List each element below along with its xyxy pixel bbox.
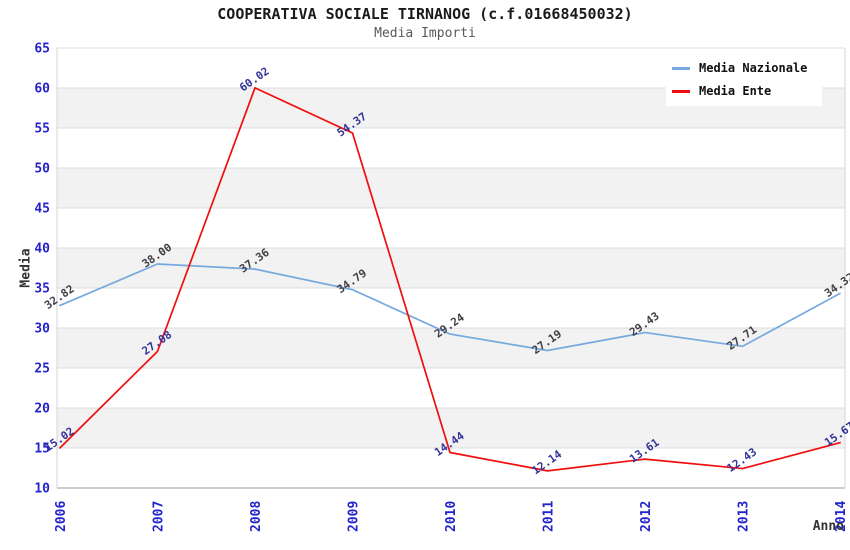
y-tick-label: 15	[34, 442, 50, 457]
chart-subtitle: Media Importi	[374, 26, 476, 41]
legend: Media Nazionale Media Ente	[666, 52, 822, 106]
y-tick-label: 40	[34, 242, 50, 257]
legend-item-media-nazionale: Media Nazionale	[672, 61, 816, 75]
legend-label-media-ente: Media Ente	[699, 84, 772, 98]
legend-label-media-nazionale: Media Nazionale	[699, 61, 808, 75]
plot-band	[57, 168, 845, 208]
x-tick-label: 2012	[639, 501, 654, 532]
chart-title: COOPERATIVA SOCIALE TIRNANOG (c.f.016684…	[217, 5, 633, 23]
y-tick-label: 35	[34, 282, 50, 297]
legend-item-media-ente: Media Ente	[672, 84, 816, 98]
data-label: 12.43	[725, 445, 760, 475]
y-tick-label: 20	[34, 402, 50, 417]
x-tick-label: 2009	[347, 501, 362, 532]
x-tick-label: 2007	[152, 501, 167, 532]
y-tick-label: 55	[34, 122, 50, 137]
y-tick-label: 65	[34, 42, 50, 57]
x-tick-label: 2011	[542, 501, 557, 532]
data-label: 12.14	[530, 447, 565, 477]
x-tick-label: 2010	[444, 501, 459, 532]
y-tick-label: 45	[34, 202, 50, 217]
legend-swatch-media-ente-icon	[672, 89, 690, 93]
x-tick-label: 2013	[737, 501, 752, 532]
plot-band	[57, 248, 845, 288]
x-tick-label: 2014	[834, 501, 849, 532]
legend-swatch-media-nazionale-icon	[672, 66, 690, 70]
y-tick-label: 25	[34, 362, 50, 377]
y-tick-label: 60	[34, 82, 50, 97]
series-line-media-ente	[59, 86, 841, 472]
y-axis-title: Media	[18, 248, 34, 288]
x-axis-title: Anno	[812, 519, 844, 534]
y-tick-label: 10	[34, 482, 50, 497]
x-tick-label: 2008	[249, 501, 264, 532]
y-tick-label: 30	[34, 322, 50, 337]
plot-band	[57, 408, 845, 448]
y-tick-label: 50	[34, 162, 50, 177]
x-tick-label: 2006	[54, 501, 69, 532]
